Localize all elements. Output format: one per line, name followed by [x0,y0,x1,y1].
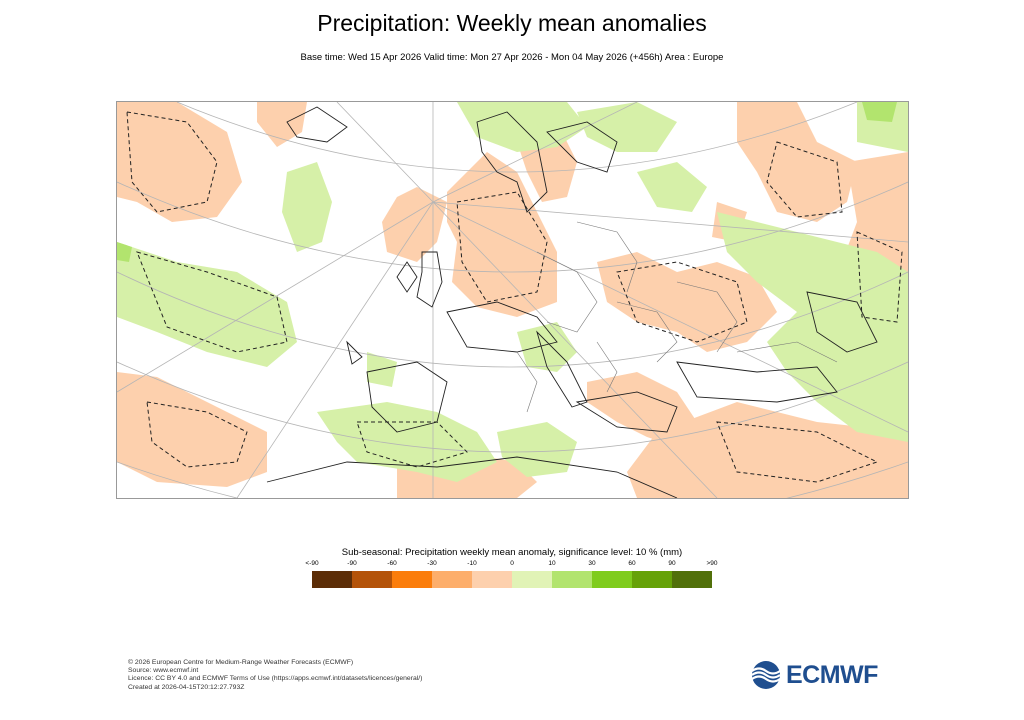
country-borders [516,221,838,413]
page-title: Precipitation: Weekly mean anomalies [317,10,707,36]
legend-swatch [512,571,552,588]
ecmwf-logo: ECMWF [748,660,898,690]
footer-credits: © 2026 European Centre for Medium-Range … [128,659,422,692]
legend-swatch [632,571,672,588]
legend-tick-label: 30 [588,560,596,567]
legend-swatch [432,571,472,588]
legend-swatch [392,571,432,588]
anomaly-map [116,101,909,499]
legend-title: Sub-seasonal: Precipitation weekly mean … [341,547,683,558]
page-subtitle: Base time: Wed 15 Apr 2026 Valid time: M… [300,52,724,63]
legend-color-bar [312,571,712,588]
footer-source: Source: www.ecmwf.int [128,667,199,675]
legend-swatch [352,571,392,588]
footer-licence: Licence: CC BY 4.0 and ECMWF Terms of Us… [128,675,423,683]
color-legend: <-90 -90 -60 -30 -10 0 10 30 60 90 >90 [305,560,718,590]
legend-swatch [552,571,592,588]
legend-swatch [472,571,512,588]
footer-copyright: © 2026 European Centre for Medium-Range … [128,659,354,666]
legend-swatch [672,571,712,588]
wet-anomaly-strong [117,102,897,262]
logo-text: ECMWF [786,661,878,689]
legend-tick-label: 60 [628,560,636,567]
wet-anomaly-areas [117,102,908,482]
legend-tick-label: 0 [510,560,514,567]
legend-tick-label: -60 [387,560,397,567]
legend-swatch [312,571,352,588]
legend-tick-label: >90 [706,560,718,567]
map-canvas [117,102,908,498]
legend-tick-label: 10 [548,560,556,567]
ecmwf-globe-icon [751,661,781,689]
legend-tick-label: <-90 [305,560,319,567]
legend-tick-label: 90 [668,560,676,567]
legend-swatch [592,571,632,588]
legend-tick-label: -10 [467,560,477,567]
significance-contours [126,111,903,483]
coastlines [266,106,878,498]
legend-tick-label: -30 [427,560,437,567]
footer-created: Created at 2026-04-15T20:12:27.793Z [128,683,245,691]
graticule [117,102,908,498]
legend-tick-label: -90 [347,560,357,567]
